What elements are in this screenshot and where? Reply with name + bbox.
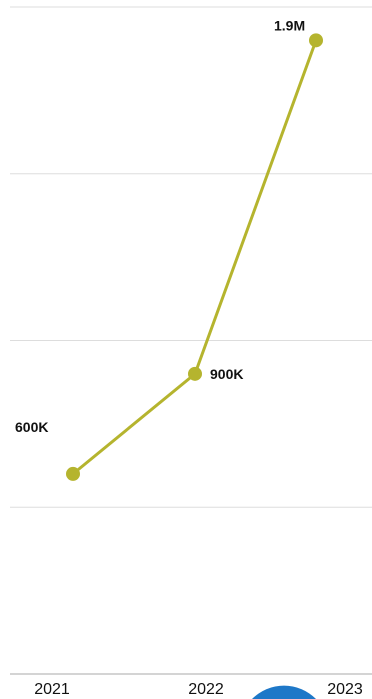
- data-label: 1.9M: [274, 17, 305, 33]
- data-point: [188, 366, 202, 381]
- x-tick-labels: 2021 2022 2023: [34, 681, 363, 698]
- badge-circle: [252, 685, 316, 699]
- data-points: [66, 33, 323, 481]
- data-point: [66, 466, 80, 481]
- series-line: [72, 39, 318, 476]
- data-label: 600K: [15, 419, 48, 435]
- x-tick-label: 2022: [188, 681, 224, 698]
- x-tick-label: 2021: [34, 681, 70, 698]
- data-point: [309, 33, 323, 48]
- data-label: 900K: [210, 366, 243, 382]
- data-labels: 600K 900K 1.9M: [15, 17, 305, 435]
- x-tick-label: 2023: [327, 681, 363, 698]
- gridlines: [10, 6, 372, 508]
